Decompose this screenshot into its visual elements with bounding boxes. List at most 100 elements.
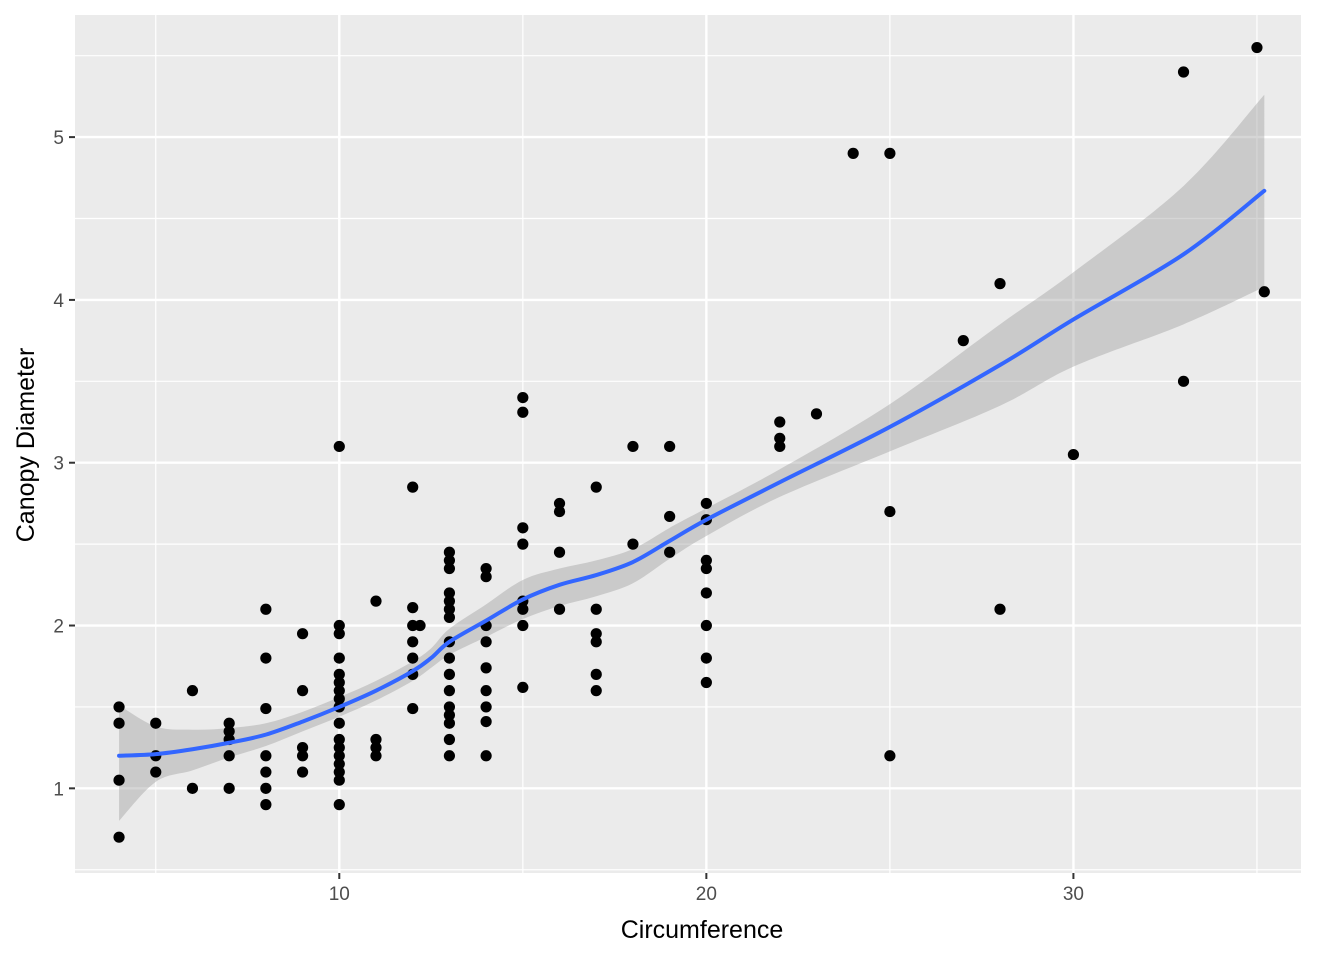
data-point (700, 497, 712, 510)
data-point (517, 681, 529, 693)
data-point (590, 481, 602, 493)
data-point (443, 603, 456, 615)
data-point (296, 685, 309, 697)
data-point (664, 440, 676, 453)
y-tick-label: 1 (53, 779, 64, 800)
data-point (700, 562, 712, 575)
data-point (333, 440, 345, 453)
data-point (480, 571, 492, 583)
axis-ticks: 10 20 30 1 2 3 4 5 (53, 128, 1084, 905)
data-point (333, 668, 345, 680)
data-point (414, 619, 426, 632)
y-tick-label: 4 (53, 291, 64, 312)
data-point (774, 416, 786, 428)
data-point (1251, 41, 1263, 54)
data-point (333, 742, 345, 754)
data-point (480, 636, 492, 648)
confidence-band-layer (119, 94, 1265, 821)
data-point (443, 709, 456, 721)
y-tick-label: 2 (53, 617, 64, 638)
data-point (627, 440, 639, 453)
data-point (700, 619, 712, 632)
data-point (1067, 448, 1080, 461)
data-point (407, 602, 419, 614)
data-point (443, 685, 456, 697)
y-axis-title: Canopy Diameter (12, 348, 40, 543)
data-point (810, 408, 823, 420)
data-point (443, 611, 456, 623)
data-point (370, 595, 382, 607)
x-axis-title: Circumference (621, 916, 784, 944)
data-point (957, 335, 969, 347)
data-point (223, 725, 235, 737)
data-point (517, 522, 529, 534)
data-point (296, 750, 309, 762)
data-point (150, 766, 162, 778)
data-point (333, 676, 345, 689)
data-point (590, 636, 602, 648)
data-point (113, 717, 125, 729)
data-point (223, 782, 235, 794)
data-point (333, 717, 345, 729)
data-point (333, 750, 345, 762)
data-point (700, 587, 712, 599)
data-point (223, 717, 235, 729)
data-point (480, 662, 492, 674)
data-point (443, 587, 456, 599)
data-point (590, 668, 602, 680)
data-point (700, 676, 712, 689)
data-point (443, 668, 456, 680)
data-point (333, 774, 345, 786)
data-point (884, 147, 896, 159)
data-point (260, 766, 272, 778)
data-point (994, 278, 1006, 290)
data-point (333, 619, 345, 632)
data-point (664, 546, 676, 558)
data-point (407, 702, 419, 715)
data-point (296, 742, 309, 754)
data-point (1177, 375, 1190, 387)
data-point (480, 685, 492, 697)
data-point (186, 685, 199, 697)
data-point (590, 685, 602, 697)
data-point (333, 693, 345, 705)
data-point (333, 685, 345, 697)
data-point (186, 782, 199, 794)
data-point (113, 831, 125, 843)
data-point (333, 758, 345, 770)
y-tick-label: 5 (53, 128, 64, 149)
data-point (260, 799, 272, 811)
data-point (333, 652, 345, 664)
data-point (627, 538, 639, 550)
data-point (407, 636, 419, 648)
data-point (443, 701, 456, 713)
data-point (443, 554, 456, 567)
data-point (370, 742, 382, 754)
data-point (260, 603, 272, 615)
data-point (443, 562, 456, 575)
data-point (884, 505, 896, 518)
confidence-band (119, 94, 1265, 821)
data-point (370, 733, 382, 746)
data-point (443, 652, 456, 664)
data-point (774, 440, 786, 453)
data-point (590, 628, 602, 640)
data-point (517, 406, 529, 418)
data-point (333, 733, 345, 746)
x-tick-label: 30 (1063, 884, 1084, 905)
data-point (333, 766, 345, 778)
data-point (664, 510, 676, 523)
data-point (370, 750, 382, 762)
data-point (260, 750, 272, 762)
data-point (553, 546, 566, 558)
data-point (994, 603, 1006, 615)
data-point (443, 717, 456, 729)
data-point (333, 628, 345, 640)
data-point (480, 715, 492, 728)
x-tick-label: 20 (696, 884, 717, 905)
data-point (443, 750, 456, 762)
data-point (590, 603, 602, 615)
data-point (700, 652, 712, 664)
data-point (260, 782, 272, 794)
